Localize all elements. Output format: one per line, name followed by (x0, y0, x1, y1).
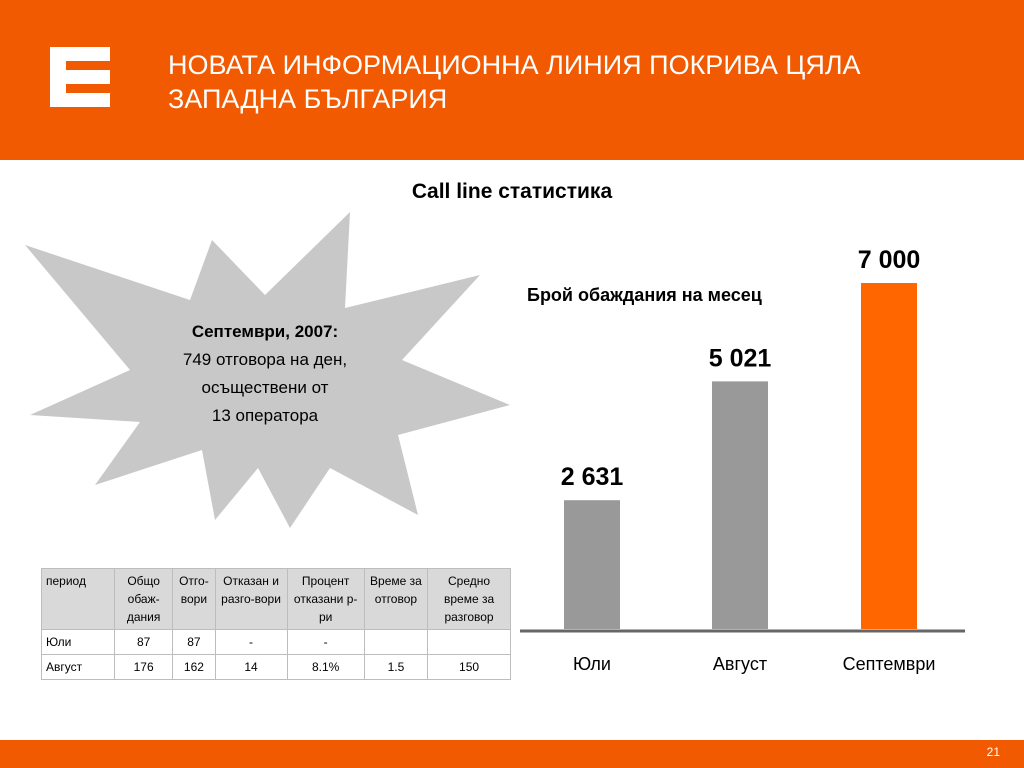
table-header-cell: период (41, 568, 115, 630)
starburst-callout (25, 212, 510, 528)
table-cell: 150 (427, 654, 511, 680)
table-cell: 14 (214, 654, 288, 680)
table-cell: - (286, 629, 365, 655)
bar-value-label-3: 7 000 (858, 246, 921, 274)
chart-main-title: Call line статистика (411, 180, 613, 203)
starburst-text: Септември, 2007: 749 отговора на ден, ос… (130, 318, 400, 430)
starburst-line-2: осъществени от (201, 378, 329, 397)
table-header-cell: Отказан и разго-вори (214, 568, 288, 630)
chart-subtitle: Брой обаждания на месец (527, 285, 762, 305)
table-cell (427, 629, 511, 655)
starburst-shape (25, 212, 510, 528)
stats-table-body: Юли 87 87- - Август 176 162 14 8.1% 1.5 150 (41, 629, 511, 680)
table-cell: - (214, 629, 288, 655)
table-header-cell: Отго-вори (172, 568, 216, 630)
table-row: Юли 87 87- - (41, 629, 511, 655)
table-cell: 87 (113, 629, 174, 655)
bar-value-label-1: 2 631 (561, 463, 624, 491)
table-cell: 176 (113, 654, 174, 680)
bar-value-label-2: 5 021 (709, 344, 772, 372)
category-label-1: Юли (573, 654, 611, 674)
category-label-3: Септември (843, 654, 936, 674)
stats-table-header: период Общо обаж-дания Отго-вори Отказан и … (41, 568, 511, 630)
table-cell: 1.5 (363, 654, 429, 680)
slide-title: НОВАТА ИНФОРМАЦИОННА ЛИНИЯ ПОКРИВА ЦЯЛА … (168, 50, 861, 114)
table-cell: 87 (172, 629, 216, 655)
table-row: Август 176 162 14 8.1% 1.5 150 (41, 654, 511, 680)
table-cell: Август (41, 654, 115, 680)
header-bar (0, 0, 1024, 160)
page-number: 21 (986, 745, 1000, 759)
table-cell: 162 (172, 654, 216, 680)
table-header-cell: Процент отказани р-ри (286, 568, 365, 630)
table-header-row: период Общо обаж-дания Отго-вори Отказан и … (41, 568, 511, 630)
table-cell: Юли (41, 629, 115, 655)
bar-2 (710, 379, 770, 631)
table-header-cell: Време за отговор (363, 568, 429, 630)
bar-1 (562, 498, 622, 631)
cez-logo-icon (50, 47, 110, 107)
starburst-line-3: 13 оператора (211, 406, 319, 425)
table-header-cell: Средно време за разговор (427, 568, 511, 630)
calls-bar-chart: Брой обаждания на месец 2 631 Юли 5 021 Авг… (520, 246, 965, 674)
bar-3 (859, 281, 919, 631)
category-label-2: Август (713, 654, 767, 674)
table-header-cell: Общо обаж-дания (113, 568, 174, 630)
table-cell (363, 629, 429, 655)
footer-bar (0, 740, 1024, 768)
starburst-heading: Септември, 2007: (191, 322, 339, 341)
table-cell: 8.1% (286, 654, 365, 680)
stats-table: период Общо обаж-дания Отго-вори Отказан и … (41, 568, 511, 680)
starburst-line-1: 749 отговора на ден, (182, 350, 348, 369)
